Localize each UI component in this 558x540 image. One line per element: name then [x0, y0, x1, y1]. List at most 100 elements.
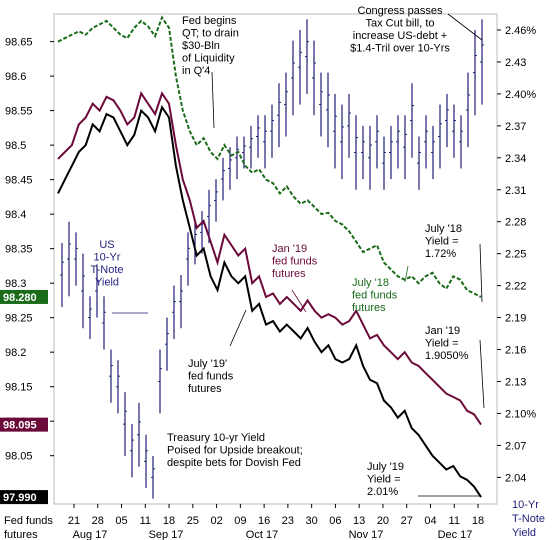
- left-tick-label: 98.65: [5, 37, 33, 49]
- series-line: [57, 104, 482, 498]
- annotation-text: increase US-debt +: [353, 30, 447, 42]
- right-tick-label: 2.25: [505, 249, 526, 261]
- annotation-text: fed funds: [272, 256, 318, 268]
- annotation-leader: [447, 13, 483, 41]
- right-tick-label: 2.07: [505, 440, 526, 452]
- x-month-label: Aug 17: [73, 529, 108, 540]
- annotation-text: Yield =: [425, 338, 459, 350]
- annotation-text: July '19': [188, 358, 227, 370]
- left-tick-label: 98.6: [5, 71, 26, 83]
- annotation-text: fed funds: [188, 371, 234, 383]
- annotation-leader: [404, 265, 409, 283]
- right-axis-label: 10-Yr: [512, 499, 539, 511]
- x-tick-label: 06: [329, 515, 341, 527]
- left-tick-label: 98.2: [5, 347, 26, 359]
- left-tick-label: 98.25: [5, 313, 33, 325]
- left-axis-label: futures: [4, 529, 38, 540]
- annotation-text: $1.4-Tril over 10-Yrs: [350, 43, 450, 55]
- x-tick-label: 04: [424, 515, 436, 527]
- right-tick-label: 2.34: [505, 153, 526, 165]
- annotation-leader: [229, 309, 247, 347]
- x-month-label: Oct 17: [246, 529, 278, 540]
- last-value-tag-bg: [0, 490, 48, 505]
- chart-grid: [53, 13, 498, 505]
- annotation-text: $30-Bln: [182, 40, 220, 52]
- annotation-leader: [479, 339, 485, 409]
- annotation-text: Yield =: [367, 474, 401, 486]
- x-tick-label: 21: [68, 515, 80, 527]
- x-tick-label: 13: [353, 515, 365, 527]
- right-tick-label: 2.28: [505, 217, 526, 229]
- last-value-tag: 98.280: [3, 292, 37, 304]
- x-tick-label: 11: [449, 515, 460, 527]
- left-axis-label: Fed funds: [4, 515, 53, 527]
- annotation-leader: [211, 71, 215, 129]
- annotation-text: futures: [272, 268, 306, 280]
- x-tick-label: 09: [234, 515, 246, 527]
- chart-axes: 98.65 98.6 98.55 98.5 98.45 98.4 98.35 98.3 98.2…: [0, 25, 545, 540]
- annotation-text: 1.9050%: [425, 350, 469, 362]
- right-tick-label: 2.13: [505, 377, 526, 389]
- annotation-text: fed funds: [352, 290, 398, 302]
- annotation-text: Poised for Upside breakout;: [167, 445, 303, 457]
- x-month-label: Dec 17: [438, 529, 473, 540]
- left-tick-label: 98.55: [5, 106, 33, 118]
- plot-frame: [53, 13, 498, 505]
- left-tick-label: 98.05: [5, 451, 33, 463]
- yield-bars: [60, 19, 484, 499]
- right-tick-label: 2.22: [505, 281, 526, 293]
- right-tick-label: 2.16: [505, 345, 526, 357]
- annotation-text: futures: [188, 383, 222, 395]
- left-tick-label: 98.3: [5, 278, 26, 290]
- annotation-leader: [479, 243, 483, 303]
- annotation-text: Jan '19: [425, 325, 460, 337]
- x-tick-label: 27: [401, 515, 413, 527]
- x-tick-label: 23: [282, 515, 294, 527]
- x-tick-label: 18: [163, 515, 175, 527]
- right-tick-label: 2.31: [505, 185, 526, 197]
- annotation-text: 10-Yr: [94, 252, 121, 264]
- left-tick-label: 98.45: [5, 175, 33, 187]
- annotation-text: US: [99, 239, 114, 251]
- left-tick-label: 98.35: [5, 244, 33, 256]
- annotation-text: 2.01%: [367, 486, 398, 498]
- annotation-text: July '19: [367, 461, 404, 473]
- x-month-label: Nov 17: [349, 529, 384, 540]
- annotation-text: Fed begins: [182, 15, 237, 27]
- series-line: [57, 91, 482, 426]
- x-tick-label: 11: [140, 515, 151, 527]
- last-value-tag-bg: [0, 417, 48, 432]
- last-value-tag-bg: [0, 289, 48, 304]
- last-value-tag: 98.095: [3, 420, 37, 432]
- x-tick-label: 05: [115, 515, 127, 527]
- right-tick-label: 2.04: [505, 472, 526, 484]
- annotation-text: July '18: [425, 223, 462, 235]
- left-tick-label: 98.5: [5, 140, 26, 152]
- right-axis-label: Yield: [512, 527, 536, 539]
- annotation-text: despite bets for Dovish Fed: [167, 457, 301, 469]
- annotation-text: QT; to drain: [182, 28, 239, 40]
- annotation-text: Treasury 10-yr Yield: [167, 432, 265, 444]
- right-axis-label: T-Note: [512, 513, 545, 525]
- right-tick-label: 2.37: [505, 121, 526, 133]
- last-value-tag: 97.990: [3, 492, 37, 504]
- annotation-text: Tax Cut bill, to: [365, 18, 434, 30]
- annotation-text: Yield: [95, 277, 119, 289]
- annotation-text: T-Note: [90, 264, 123, 276]
- series-line: [57, 15, 482, 298]
- x-tick-label: 18: [472, 515, 484, 527]
- annotation-text: July '18: [352, 277, 389, 289]
- x-tick-label: 16: [258, 515, 270, 527]
- right-tick-label: 2.46%: [505, 25, 536, 37]
- annotation-text: Jan '19: [272, 243, 307, 255]
- x-tick-label: 25: [187, 515, 199, 527]
- annotation-text: in Q'4: [182, 65, 210, 77]
- x-tick-label: 20: [377, 515, 389, 527]
- annotation-text: Congress passes: [358, 5, 443, 17]
- right-tick-label: 2.19: [505, 313, 526, 325]
- x-month-label: Sep 17: [149, 529, 184, 540]
- annotation-leader: [291, 289, 307, 313]
- x-tick-label: 30: [306, 515, 318, 527]
